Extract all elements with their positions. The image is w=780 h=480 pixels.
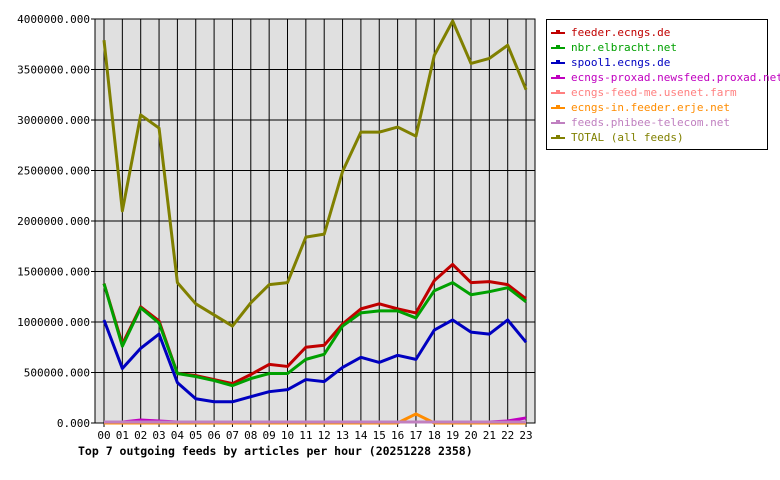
legend-marker: [556, 75, 560, 78]
x-tick-label: 03: [152, 429, 165, 442]
legend-marker: [556, 90, 560, 93]
y-tick-label: 2500000.000: [17, 165, 90, 178]
x-tick-label: 22: [501, 429, 514, 442]
legend-label: ecngs-proxad.newsfeed.proxad.net: [571, 71, 780, 84]
x-tick-label: 08: [244, 429, 257, 442]
y-axis: 0.000 500000.000 1000000.000 1500000.000 200…: [17, 13, 95, 430]
legend-marker: [556, 105, 560, 108]
x-tick-label: 11: [299, 429, 312, 442]
legend-marker: [556, 135, 560, 138]
y-tick-label: 4000000.000: [17, 13, 90, 26]
legend-label: ecngs-in.feeder.erje.net: [571, 101, 730, 114]
legend-label: spool1.ecngs.de: [571, 56, 671, 69]
x-tick-label: 05: [189, 429, 202, 442]
series-line-7: [102, 19, 528, 328]
series-line-1: [102, 281, 527, 388]
legend-marker: [556, 120, 560, 123]
x-tick-label: 16: [391, 429, 404, 442]
y-tick-label: 1500000.000: [17, 266, 90, 279]
legend-swatch: [551, 137, 565, 139]
series-group: [102, 19, 528, 425]
series-line-2: [102, 318, 528, 404]
legend-swatch: [551, 32, 565, 34]
y-tick-label: 3000000.000: [17, 114, 90, 127]
x-tick-label: 14: [354, 429, 368, 442]
x-tick-label: 15: [373, 429, 386, 442]
x-axis: 00 01 02 03 04 05 06 07 08 09 10 11 12 13 14 15 16 17 18 19…: [97, 423, 533, 442]
y-tick-label: 3500000.000: [17, 64, 90, 77]
x-tick-label: 09: [263, 429, 276, 442]
legend-label: feeder.ecngs.de: [571, 26, 671, 39]
legend-swatch: [551, 62, 565, 64]
x-tick-label: 17: [409, 429, 422, 442]
legend-marker: [556, 45, 560, 48]
legend: feeder.ecngs.de nbr.elbracht.net spool1.ec…: [546, 19, 780, 150]
y-tick-label: 2000000.000: [17, 215, 90, 228]
legend-marker: [556, 60, 560, 63]
legend-swatch: [551, 122, 565, 124]
x-tick-label: 21: [483, 429, 496, 442]
x-tick-label: 12: [318, 429, 331, 442]
grid: [95, 19, 535, 423]
x-tick-label: 02: [134, 429, 147, 442]
legend-label: nbr.elbracht.net: [571, 41, 677, 54]
x-tick-label: 10: [281, 429, 294, 442]
y-tick-label: 0.000: [57, 417, 90, 430]
legend-swatch: [551, 77, 565, 79]
legend-swatch: [551, 107, 565, 109]
legend-swatch: [551, 47, 565, 49]
y-tick-label: 500000.000: [24, 367, 90, 380]
chart-title: Top 7 outgoing feeds by articles per hou…: [78, 444, 473, 458]
legend-label: feeds.phibee-telecom.net: [571, 116, 730, 129]
x-tick-label: 07: [226, 429, 239, 442]
legend-swatch: [551, 92, 565, 94]
legend-marker: [556, 30, 560, 33]
x-tick-label: 19: [446, 429, 459, 442]
x-tick-label: 00: [97, 429, 110, 442]
x-tick-label: 04: [171, 429, 185, 442]
x-tick-label: 06: [207, 429, 220, 442]
legend-label: TOTAL (all feeds): [571, 131, 684, 144]
x-tick-label: 13: [336, 429, 349, 442]
x-tick-label: 18: [428, 429, 441, 442]
x-tick-label: 01: [116, 429, 129, 442]
x-tick-label: 23: [519, 429, 532, 442]
x-tick-label: 20: [464, 429, 477, 442]
legend-label: ecngs-feed-me.usenet.farm: [571, 86, 737, 99]
y-tick-label: 1000000.000: [17, 316, 90, 329]
